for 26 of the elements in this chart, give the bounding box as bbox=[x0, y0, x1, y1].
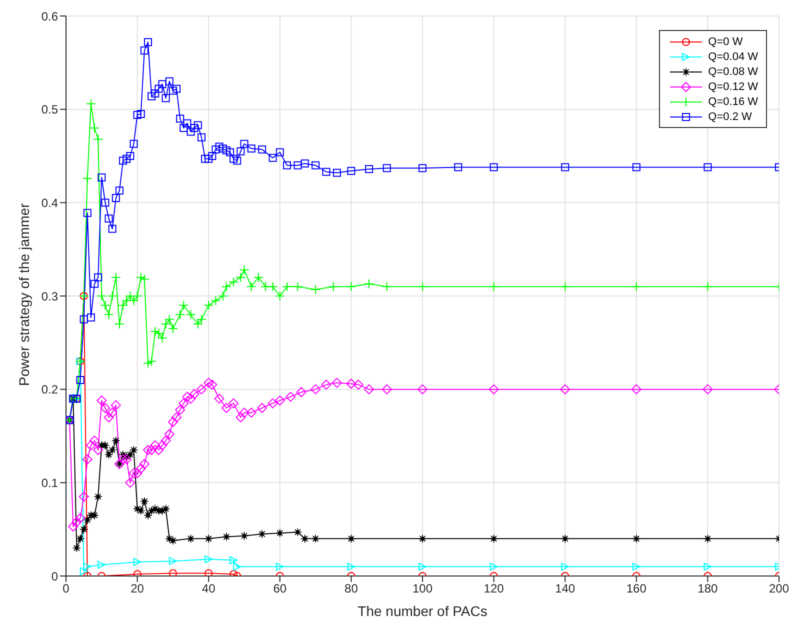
y-tick-label: 0.5 bbox=[41, 102, 58, 117]
legend-label: Q=0 W bbox=[708, 36, 743, 48]
x-tick-label: 20 bbox=[130, 582, 144, 596]
y-axis-title: Power strategy of the jammer bbox=[16, 202, 32, 386]
legend-label: Q=0.04 W bbox=[708, 50, 758, 62]
y-tick-label: 0.6 bbox=[41, 9, 58, 24]
x-tick-label: 180 bbox=[698, 582, 718, 596]
x-axis-title: The number of PACs bbox=[358, 603, 488, 619]
legend-label: Q=0.12 W bbox=[708, 80, 758, 92]
y-tick-label: 0.4 bbox=[41, 196, 58, 210]
x-tick-label: 160 bbox=[626, 582, 647, 596]
y-tick-label: 0.2 bbox=[41, 382, 58, 397]
x-tick-label: 80 bbox=[344, 582, 358, 596]
legend-label: Q=0.08 W bbox=[708, 66, 758, 78]
x-tick-label: 100 bbox=[412, 582, 433, 596]
y-tick-label: 0 bbox=[51, 569, 58, 584]
y-tick-label: 0.1 bbox=[41, 476, 58, 490]
x-tick-label: 140 bbox=[555, 582, 576, 596]
x-tick-label: 60 bbox=[273, 582, 287, 596]
x-tick-label: 200 bbox=[768, 582, 790, 596]
legend-label: Q=0.16 W bbox=[708, 96, 758, 108]
y-tick-label: 0.3 bbox=[41, 289, 58, 304]
x-tick-label: 40 bbox=[202, 582, 216, 596]
legend-label: Q=0.2 W bbox=[708, 110, 752, 122]
x-tick-label: 0 bbox=[62, 582, 70, 596]
x-tick-label: 120 bbox=[484, 582, 504, 596]
